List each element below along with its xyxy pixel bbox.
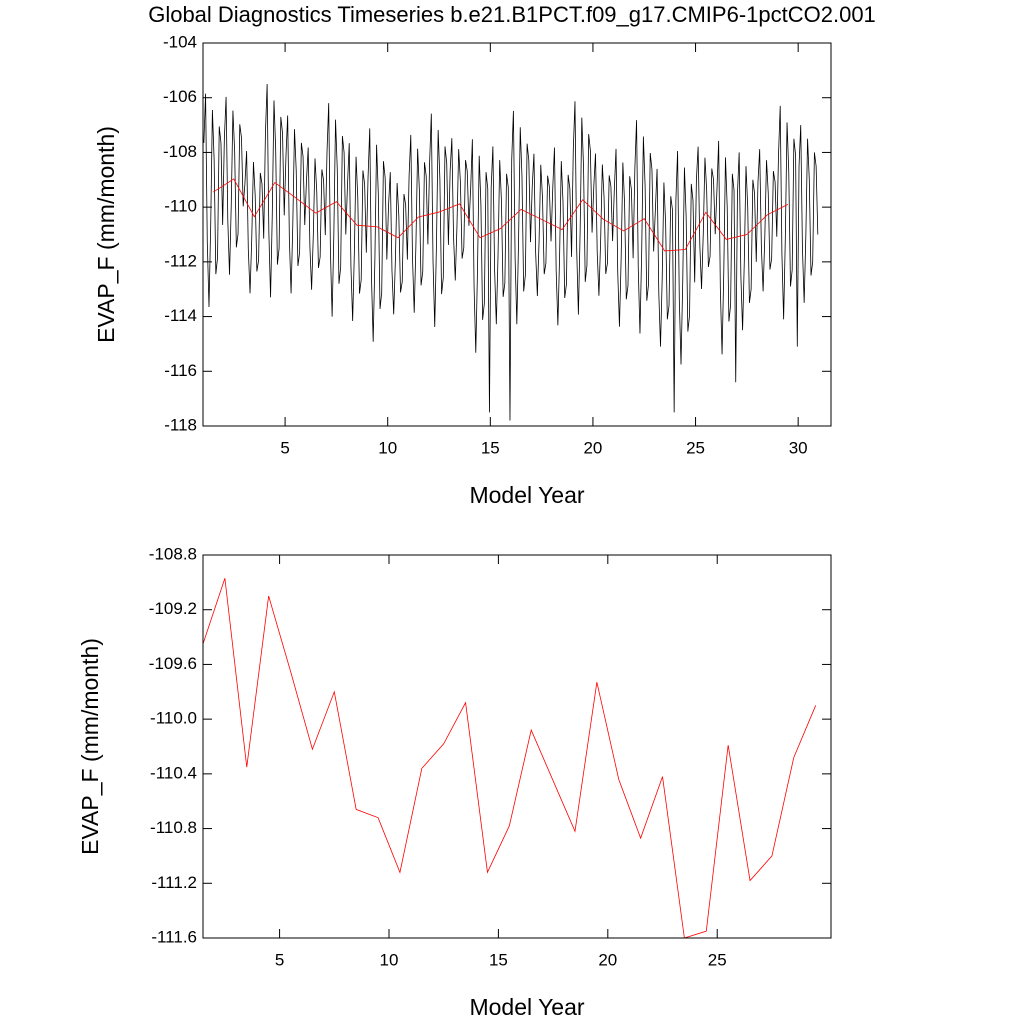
- x-tick-label: 25: [708, 950, 727, 969]
- y-tick-label: -110.8: [150, 818, 197, 837]
- x-tick-label: 30: [789, 438, 808, 457]
- x-tick-label: 5: [275, 950, 284, 969]
- plot-frame: [202, 554, 832, 939]
- y-tick-label: -116: [164, 361, 197, 380]
- y-tick-label: -110: [164, 197, 197, 216]
- chart-title: Global Diagnostics Timeseries b.e21.B1PC…: [148, 2, 876, 27]
- x-tick-label: 10: [380, 950, 399, 969]
- x-tick-label: 20: [598, 950, 617, 969]
- y-tick-label: -108.8: [149, 544, 197, 563]
- y-tick-label: -104: [163, 32, 197, 51]
- data-line: [203, 84, 819, 421]
- y-tick-label: -110.0: [150, 709, 197, 728]
- y-tick-label: -112: [164, 251, 197, 270]
- y-tick-label: -114: [164, 306, 197, 325]
- y-axis-title: EVAP_F (mm/month): [93, 126, 119, 343]
- y-tick-label: -109.6: [149, 654, 197, 673]
- y-tick-label: -108: [163, 142, 197, 161]
- y-tick-label: -109.2: [149, 599, 197, 618]
- x-axis-title: Model Year: [469, 482, 584, 508]
- y-tick-label: -111.2: [151, 873, 197, 892]
- y-tick-label: -106: [163, 87, 197, 106]
- x-tick-label: 5: [280, 438, 289, 457]
- y-tick-label: -110.4: [150, 763, 197, 782]
- y-tick-label: -118: [164, 415, 197, 434]
- x-tick-label: 15: [489, 950, 508, 969]
- x-tick-label: 25: [686, 438, 705, 457]
- plot-frame: [202, 42, 832, 427]
- y-tick-label: -111.6: [151, 927, 197, 946]
- x-axis-title: Model Year: [469, 994, 584, 1020]
- x-tick-label: 20: [583, 438, 602, 457]
- x-tick-label: 10: [378, 438, 397, 457]
- y-axis-title: EVAP_F (mm/month): [77, 638, 103, 855]
- data-line: [213, 178, 789, 252]
- data-line: [203, 578, 817, 938]
- x-tick-label: 15: [481, 438, 500, 457]
